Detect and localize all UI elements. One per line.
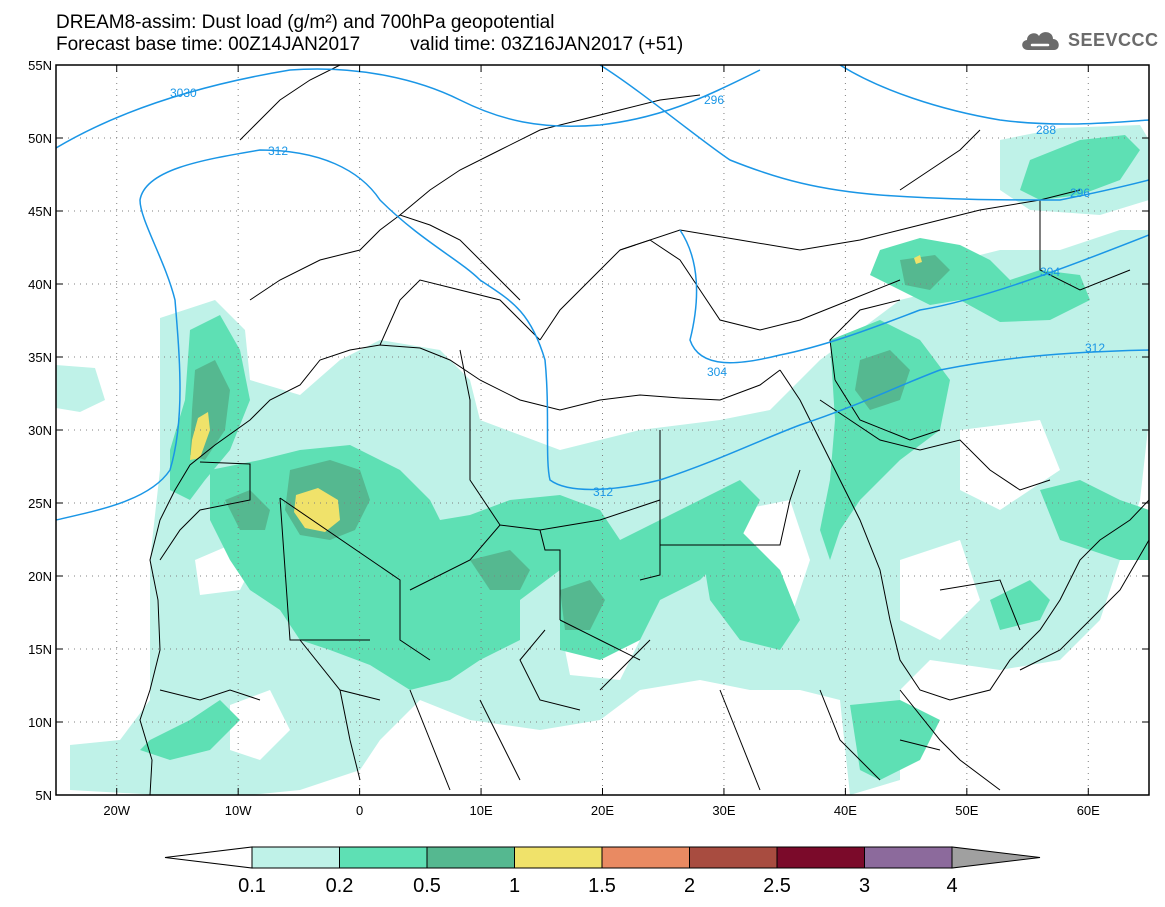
contour-label: 304 [707, 365, 727, 379]
lat-tick-label: 10N [28, 715, 52, 730]
lon-tick-label: 10W [225, 803, 252, 818]
colorbar-label: 2 [684, 875, 695, 897]
lon-tick-label: 0 [356, 803, 363, 818]
lat-tick-label: 25N [28, 496, 52, 511]
lon-tick-label: 50E [955, 803, 978, 818]
lat-axis-labels: 5N 10N 15N 20N 25N 30N 35N 40N 45N 50N 55N [28, 58, 52, 803]
lat-tick-label: 30N [28, 423, 52, 438]
lon-tick-label: 20W [103, 803, 130, 818]
base-time: Forecast base time: 00Z14JAN2017 [56, 34, 361, 55]
valid-time: valid time: 03Z16JAN2017 (+51) [410, 34, 684, 55]
colorbar-box [864, 846, 953, 869]
colorbar-labels: 0.1 0.2 0.5 1 1.5 2 2.5 3 4 [238, 875, 957, 897]
colorbar-label: 2.5 [763, 875, 791, 897]
lat-tick-label: 45N [28, 204, 52, 219]
colorbar-box [776, 846, 865, 869]
colorbar-box [426, 846, 515, 869]
contour-label: 296 [1070, 186, 1090, 200]
dust-band-high [190, 255, 922, 532]
lat-tick-label: 55N [28, 58, 52, 73]
cloud-icon [1022, 32, 1059, 50]
colorbar-label: 1.5 [588, 875, 616, 897]
colorbar-box [514, 846, 603, 869]
contour-label: 288 [1036, 123, 1056, 137]
contour-label: 296 [704, 93, 724, 107]
lat-tick-label: 50N [28, 131, 52, 146]
colorbar-box [251, 846, 340, 869]
contour-label: 304 [1040, 265, 1060, 279]
lat-tick-label: 20N [28, 569, 52, 584]
colorbar-label: 0.1 [238, 875, 266, 897]
time-info: Forecast base time: 00Z14JAN2017 valid ti… [56, 35, 683, 55]
colorbar-boxes [164, 846, 1041, 869]
logo-text: SEEVCCC [1068, 30, 1159, 50]
colorbar-box [601, 846, 690, 869]
coastlines [139, 65, 1149, 795]
lon-tick-label: 20E [591, 803, 614, 818]
geopotential-contours [56, 65, 1149, 521]
colorbar-over-triangle [951, 846, 1041, 869]
chart-title: DREAM8-assim: Dust load (g/m²) and 700hP… [56, 12, 555, 33]
lon-tick-label: 10E [469, 803, 492, 818]
colorbar-under-triangle [164, 846, 253, 869]
colorbar-label: 0.2 [326, 875, 354, 897]
colorbar-label: 0.5 [413, 875, 441, 897]
colorbar-label: 1 [509, 875, 520, 897]
contour-label: 312 [268, 144, 288, 158]
contour-label: 3030 [170, 86, 197, 100]
lat-tick-label: 5N [35, 788, 52, 803]
contour-label: 312 [593, 485, 613, 499]
lon-tick-label: 30E [712, 803, 735, 818]
contour-label: 312 [1085, 341, 1105, 355]
lat-tick-label: 40N [28, 277, 52, 292]
colorbar-box [689, 846, 778, 869]
lon-tick-label: 60E [1077, 803, 1100, 818]
borders [159, 200, 1131, 791]
lat-tick-label: 15N [28, 642, 52, 657]
dust-field [56, 125, 1149, 795]
lon-axis-labels: 20W 10W 0 10E 20E 30E 40E 50E 60E [103, 803, 1100, 818]
lat-tick-label: 35N [28, 350, 52, 365]
colorbar-label: 3 [859, 875, 870, 897]
seevccc-logo: SEEVCCC [1018, 26, 1158, 56]
lon-tick-label: 40E [834, 803, 857, 818]
axis-ticks [56, 64, 1149, 796]
contour-labels: 3030 312 296 288 296 304 312 304 312 [170, 86, 1105, 499]
colorbar-label: 4 [946, 875, 957, 897]
colorbar-box [339, 846, 428, 869]
